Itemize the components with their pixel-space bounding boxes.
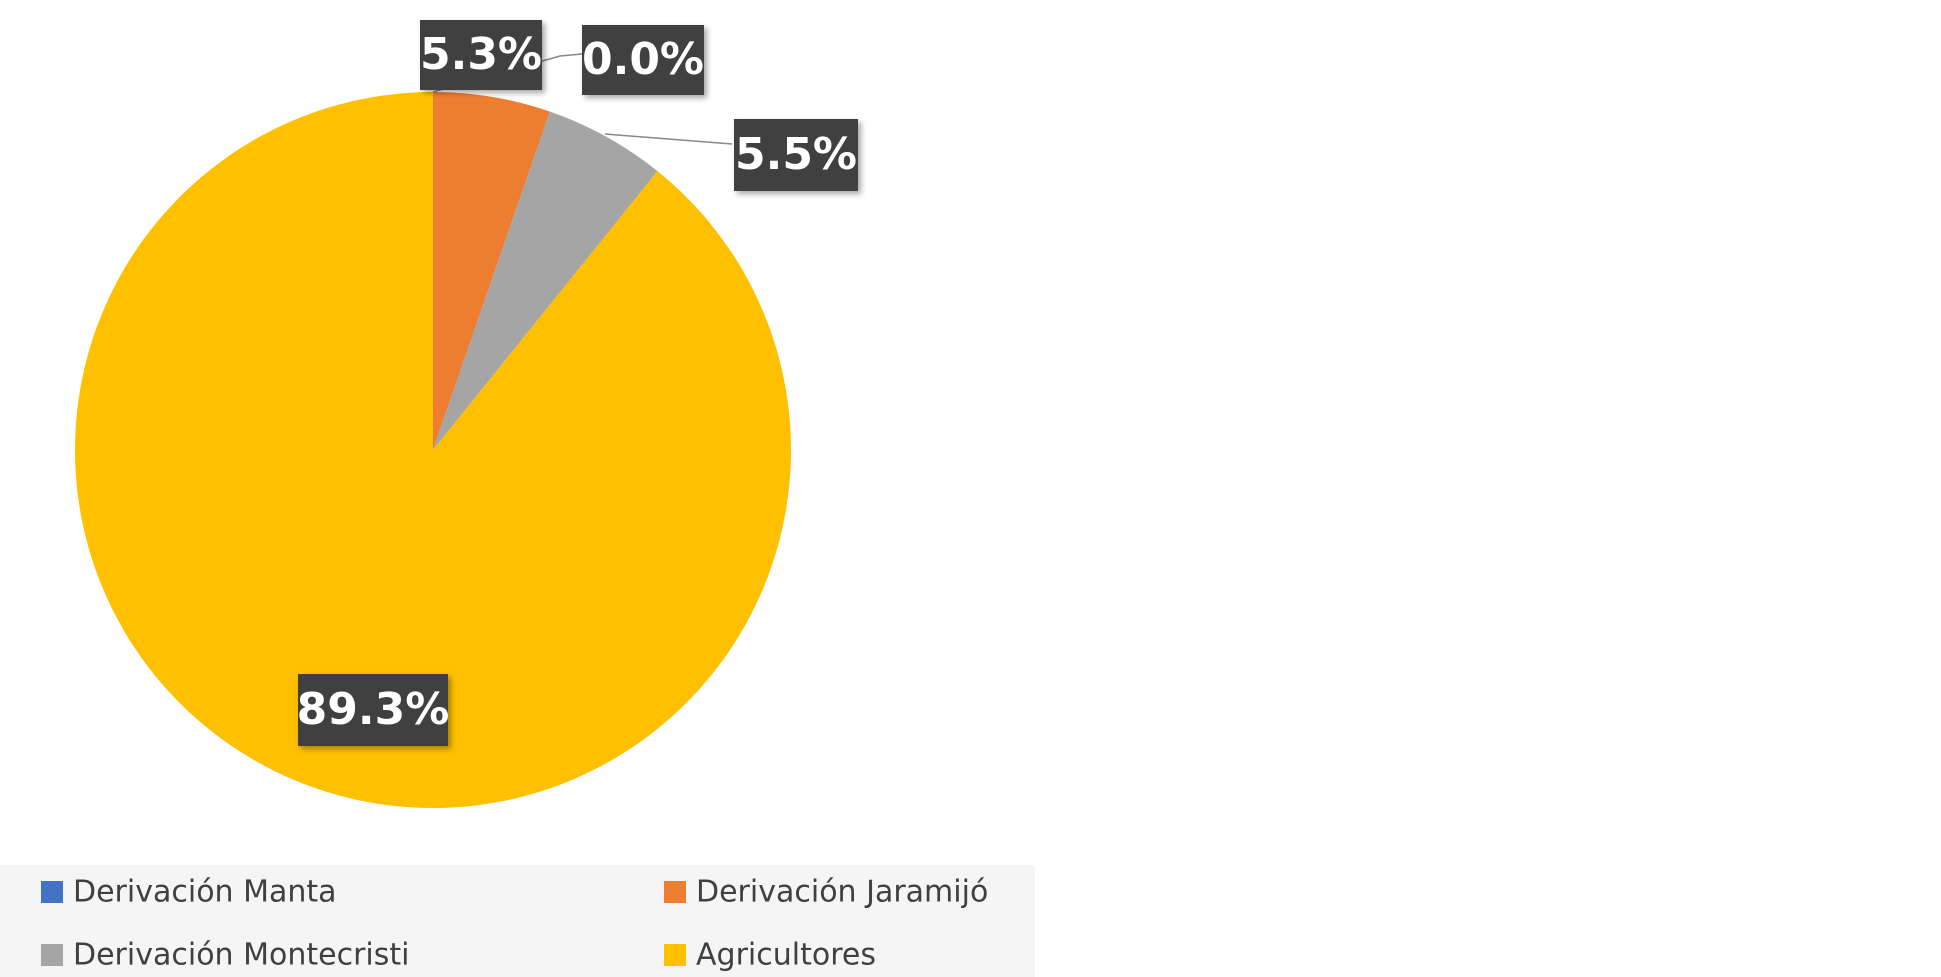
data-label-box: [582, 25, 704, 95]
data-label: 89.3%: [297, 684, 450, 735]
data-label-box: [298, 674, 448, 746]
legend-label: Derivación Manta: [73, 875, 337, 910]
pie-slice: [433, 111, 658, 450]
data-label: 0.0%: [582, 34, 704, 85]
pie-slice: [74, 92, 791, 809]
pie-slice: [433, 92, 550, 450]
legend-swatch: [41, 944, 63, 966]
legend-background: [0, 865, 1035, 977]
legend-label: Derivación Montecristi: [73, 938, 409, 973]
data-label: 5.5%: [735, 129, 857, 180]
data-label: 5.3%: [420, 29, 542, 80]
data-label-box: [420, 20, 542, 90]
legend-label: Agricultores: [696, 938, 876, 973]
leader-line: [604, 133, 733, 145]
data-label-box: [734, 119, 858, 191]
legend-swatch: [664, 944, 686, 966]
legend-swatch: [41, 881, 63, 903]
legend-label: Derivación Jaramijó: [696, 875, 988, 910]
legend-swatch: [664, 881, 686, 903]
